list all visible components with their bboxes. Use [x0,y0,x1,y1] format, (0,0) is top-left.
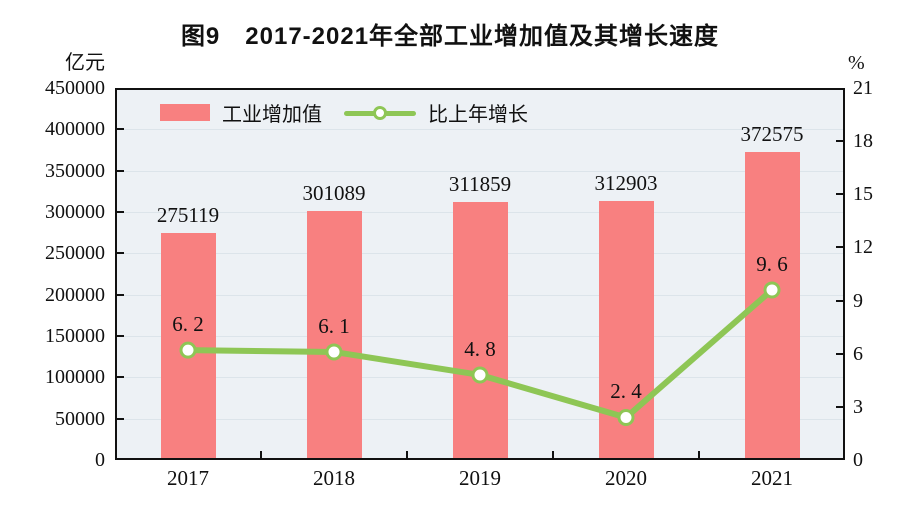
line-point-marker-2020 [617,408,635,426]
bottom-axis-tick [260,451,262,460]
x-axis-label-2018: 2018 [313,466,355,490]
x-axis-label-2017: 2017 [167,466,209,490]
right-axis-tick-label: 3 [853,395,863,418]
left-axis-tick-label: 100000 [45,366,105,389]
right-axis-tick [836,246,845,249]
line-point-marker-2021 [763,281,781,299]
bar-value-label: 311859 [448,172,512,197]
left-axis-tick-label: 200000 [45,283,105,306]
line-value-label: 6. 1 [318,313,350,338]
right-axis-tick [836,193,845,196]
legend-item-bar: 工业增加值 [160,98,322,127]
right-axis-tick [836,352,845,355]
bottom-axis-tick [698,451,700,460]
right-axis-tick [836,299,845,302]
plot-area [115,88,845,460]
bottom-axis-tick [552,451,554,460]
left-axis-unit: 亿元 [65,52,105,74]
line-point-marker-2019 [471,366,489,384]
x-axis-label-2019: 2019 [459,466,501,490]
left-axis-tick [115,417,124,420]
left-axis-tick [115,293,124,296]
growth-line-layer [179,281,781,426]
left-axis-tick [115,252,124,255]
line-series-swatch [344,105,416,121]
line-point-marker-2018 [325,343,343,361]
left-axis-tick [115,128,124,131]
right-axis-tick-label: 6 [853,342,863,365]
right-axis-tick-label: 12 [853,236,873,259]
left-axis-tick [115,169,124,172]
right-axis-tick-label: 15 [853,183,873,206]
left-axis-tick [115,335,124,337]
legend: 工业增加值 比上年增长 [160,98,528,127]
bar-2019 [452,202,508,460]
left-axis-tick-label: 350000 [45,159,105,182]
left-axis-tick-label: 400000 [45,118,105,141]
right-axis-tick [836,140,845,143]
left-axis-tick-label: 450000 [45,77,105,99]
right-axis-tick [836,405,845,408]
line-value-label: 4. 8 [464,336,496,361]
right-axis-tick-label: 9 [853,289,863,312]
legend-label-bar: 工业增加值 [222,104,322,126]
legend-label-line: 比上年增长 [428,104,528,126]
right-axis-unit: % [848,52,865,74]
left-axis-tick-label: 0 [95,449,105,471]
left-axis-tick-label: 250000 [45,242,105,265]
legend-item-line: 比上年增长 [344,98,528,127]
grid-line [115,129,845,131]
x-axis-label-2020: 2020 [605,466,647,490]
left-axis-tick-label: 50000 [55,407,105,430]
chart-title: 图9 2017-2021年全部工业增加值及其增长速度 [180,23,720,50]
right-axis-tick-label: 18 [853,130,873,153]
bar-value-label: 301089 [302,181,366,206]
grid-line [115,170,845,172]
x-axis-label-2021: 2021 [751,466,793,490]
bar-value-label: 312903 [594,171,658,196]
right-axis-tick-label: 0 [853,449,863,471]
line-value-label: 9. 6 [756,251,788,276]
left-axis-tick-label: 300000 [45,201,105,223]
bar-series-swatch [160,104,210,121]
bar-value-label: 275119 [156,202,220,227]
left-axis-tick [115,376,124,379]
right-axis-tick-label: 21 [853,77,873,99]
line-swatch-marker-icon [373,105,387,120]
bottom-axis-tick [406,451,408,460]
bar-value-label: 372575 [740,122,804,146]
left-axis-tick-label: 150000 [45,325,105,347]
bar-2018 [306,211,362,460]
line-value-label: 6. 2 [172,312,204,337]
line-value-label: 2. 4 [610,379,642,404]
line-point-marker-2017 [179,341,197,359]
left-axis-tick [115,211,124,213]
